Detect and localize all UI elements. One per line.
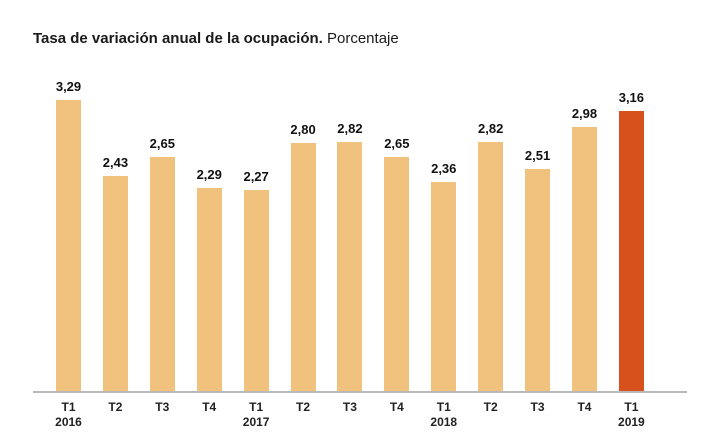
x-tick-quarter: T1 bbox=[624, 400, 639, 414]
bar-column: 2,65 T4 bbox=[384, 100, 410, 414]
bar-value-label: 2,43 bbox=[102, 155, 129, 170]
bar-column: 3,16 T1 2019 bbox=[618, 90, 645, 429]
x-tick-quarter: T4 bbox=[202, 400, 217, 414]
x-tick-quarter: T2 bbox=[483, 400, 498, 414]
x-tick-label: T3 bbox=[343, 400, 357, 415]
bar bbox=[431, 182, 457, 391]
bar bbox=[196, 188, 222, 391]
bar-column: 2,29 T4 bbox=[196, 100, 222, 414]
bar-column: 2,27 T1 2017 bbox=[243, 100, 270, 429]
bar-column: 2,98 T4 bbox=[571, 100, 598, 414]
bar bbox=[149, 157, 175, 391]
bar bbox=[337, 142, 363, 391]
x-tick-label: T3 bbox=[531, 400, 545, 415]
bar-value-label: 2,51 bbox=[524, 148, 551, 163]
bar-column: 2,51 T3 bbox=[524, 100, 551, 414]
bar-column: 2,65 T3 bbox=[149, 100, 175, 414]
bar-value-label: 2,65 bbox=[384, 136, 410, 151]
x-tick-label: T1 2019 bbox=[618, 400, 645, 430]
x-tick-year: 2016 bbox=[55, 415, 82, 429]
x-tick-quarter: T3 bbox=[530, 400, 545, 414]
bar-column: 3,29 T1 2016 bbox=[55, 79, 82, 429]
bar-value-label: 3,16 bbox=[618, 90, 645, 105]
x-tick-year: 2019 bbox=[618, 415, 645, 429]
bar bbox=[384, 157, 410, 391]
x-tick-label: T2 bbox=[108, 400, 122, 415]
x-tick-quarter: T3 bbox=[155, 400, 170, 414]
bar-value-label: 2,36 bbox=[431, 161, 457, 176]
x-tick-quarter: T2 bbox=[108, 400, 123, 414]
bar-value-label: 2,29 bbox=[196, 167, 222, 182]
bar-value-label: 3,29 bbox=[55, 79, 82, 94]
x-tick-label: T1 2018 bbox=[430, 400, 457, 430]
x-tick-quarter: T1 bbox=[61, 400, 76, 414]
bar-column: 2,80 T2 bbox=[290, 100, 316, 414]
x-tick-label: T1 2016 bbox=[55, 400, 82, 430]
x-tick-quarter: T1 bbox=[249, 400, 264, 414]
bar-column: 2,82 T3 bbox=[337, 100, 363, 414]
x-tick-quarter: T4 bbox=[577, 400, 592, 414]
bar-column: 2,36 T1 2018 bbox=[430, 100, 457, 429]
bar-value-label: 2,27 bbox=[243, 169, 269, 184]
x-tick-label: T2 bbox=[484, 400, 498, 415]
bar-value-label: 2,82 bbox=[337, 121, 363, 136]
x-tick-quarter: T1 bbox=[436, 400, 451, 414]
x-tick-quarter: T4 bbox=[389, 400, 404, 414]
chart-title-main: Tasa de variación anual de la ocupación. bbox=[33, 30, 323, 47]
bar bbox=[243, 190, 269, 391]
x-tick-label: T4 bbox=[577, 400, 591, 415]
x-tick-label: T4 bbox=[202, 400, 216, 415]
x-tick-quarter: T2 bbox=[296, 400, 311, 414]
bar-column: 2,82 T2 bbox=[478, 100, 504, 414]
x-tick-label: T4 bbox=[390, 400, 404, 415]
x-tick-quarter: T3 bbox=[342, 400, 357, 414]
bar-value-label: 2,82 bbox=[478, 121, 504, 136]
x-tick-label: T1 2017 bbox=[243, 400, 270, 430]
chart-title-subtitle: Porcentaje bbox=[322, 30, 399, 47]
bar bbox=[571, 127, 597, 391]
bar bbox=[525, 169, 551, 391]
bar-value-label: 2,80 bbox=[290, 122, 316, 137]
bar-value-label: 2,98 bbox=[571, 106, 598, 121]
bar bbox=[102, 176, 128, 391]
bar-chart-plot-area: 3,29 T1 2016 2,43 T2 2,65 T3 2,29 T4 2,27 T1 2017 2,… bbox=[33, 79, 687, 429]
x-tick-year: 2018 bbox=[430, 415, 458, 429]
bar-highlighted bbox=[618, 111, 644, 391]
x-tick-label: T2 bbox=[296, 400, 310, 415]
bar bbox=[56, 100, 81, 391]
x-tick-label: T3 bbox=[155, 400, 169, 415]
bar-column: 2,43 T2 bbox=[102, 100, 129, 414]
bar-value-label: 2,65 bbox=[149, 136, 175, 151]
x-tick-year: 2017 bbox=[242, 415, 270, 429]
bar bbox=[290, 143, 316, 391]
chart-title: Tasa de variación anual de la ocupación.… bbox=[33, 30, 399, 47]
x-axis-line bbox=[33, 391, 687, 393]
bar bbox=[478, 142, 504, 391]
